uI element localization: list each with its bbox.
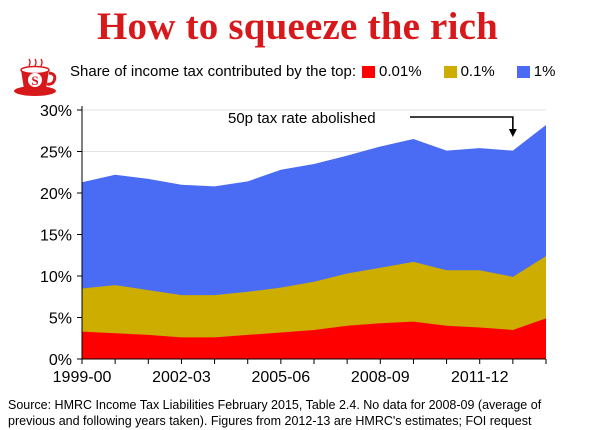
x-tick-label: 2011-12: [451, 369, 509, 386]
legend-label-0-01: 0.01%: [379, 63, 422, 80]
legend-label-0-1: 0.1%: [460, 63, 495, 80]
y-tick-label: 0%: [49, 352, 72, 369]
coffee-cup-logo-icon: S: [14, 58, 57, 96]
footer-line-1: Source: HMRC Income Tax Liabilities Febr…: [8, 398, 542, 412]
x-tick-label: 2005-06: [251, 369, 310, 386]
legend-swatch-0-01: [362, 65, 376, 78]
legend-label-1: 1%: [533, 63, 556, 80]
legend-prefix: Share of income tax contributed by the t…: [70, 63, 357, 80]
y-tick-label: 5%: [49, 311, 72, 328]
y-tick-label: 15%: [40, 228, 72, 245]
y-tick-label: 25%: [40, 145, 72, 162]
legend-swatch-0-1: [443, 65, 457, 78]
y-tick-label: 20%: [40, 186, 72, 203]
legend-swatch-1: [516, 65, 530, 78]
legend-item-0-1: 0.1%: [443, 63, 495, 80]
legend-item-1: 1%: [516, 63, 556, 80]
area-series-0-01-: [82, 318, 546, 359]
x-tick-label: 2008-09: [351, 369, 410, 386]
y-tick-label: 30%: [40, 103, 72, 120]
chart-title: How to squeeze the rich: [96, 5, 499, 48]
footer-source: Source: HMRC Income Tax Liabilities Febr…: [8, 397, 588, 429]
x-tick-label: 2002-03: [152, 369, 211, 386]
legend-item-0-01: 0.01%: [362, 63, 422, 80]
x-tick-label: 1999-00: [53, 369, 112, 386]
legend: Share of income tax contributed by the t…: [70, 63, 555, 80]
annotation-arrow-head: [508, 129, 517, 137]
y-tick-label: 10%: [40, 269, 72, 286]
area-chart: 0% 5% 10% 15% 20% 25% 30% 1999-00 2002-03 2005-06…: [40, 103, 547, 386]
annotation-text: 50p tax rate abolished: [228, 110, 376, 127]
footer-line-2: previous and following years taken). Fig…: [8, 414, 532, 428]
svg-text:S: S: [31, 73, 38, 88]
annotation-arrow-line: [410, 116, 514, 131]
